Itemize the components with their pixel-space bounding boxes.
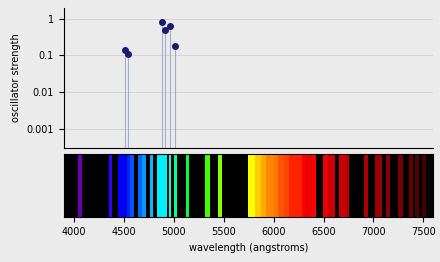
Bar (301, 154, 304, 217)
Bar (419, 154, 422, 217)
Bar (248, 154, 255, 217)
Bar (109, 154, 112, 217)
Bar (126, 154, 127, 217)
Bar (189, 154, 205, 217)
Bar (169, 154, 171, 217)
Y-axis label: oscillator strength: oscillator strength (11, 34, 21, 122)
Bar (378, 154, 382, 217)
Bar (94, 154, 99, 217)
Bar (157, 154, 167, 217)
Bar (209, 154, 218, 217)
Bar (174, 154, 177, 217)
Bar (167, 154, 169, 217)
Bar (315, 154, 323, 217)
Bar (142, 154, 146, 217)
Bar (338, 154, 345, 217)
Bar (415, 154, 419, 217)
Bar (205, 154, 209, 217)
Bar (312, 154, 315, 217)
Bar (150, 154, 153, 217)
Bar (82, 154, 94, 217)
Bar (124, 154, 126, 217)
X-axis label: wavelength (angstroms): wavelength (angstroms) (189, 243, 308, 253)
Bar (64, 154, 78, 217)
Bar (266, 154, 274, 217)
Bar (382, 154, 386, 217)
Bar (260, 154, 266, 217)
Bar (422, 154, 426, 217)
Bar (426, 154, 433, 217)
Bar (413, 154, 415, 217)
Bar (323, 154, 327, 217)
Bar (153, 154, 157, 217)
Bar (304, 154, 312, 217)
Bar (386, 154, 390, 217)
Bar (218, 154, 222, 217)
Bar (349, 154, 364, 217)
Bar (138, 154, 142, 217)
Bar (130, 154, 134, 217)
Bar (390, 154, 399, 217)
Bar (177, 154, 186, 217)
Bar (112, 154, 116, 217)
Bar (222, 154, 248, 217)
Bar (345, 154, 349, 217)
Bar (127, 154, 130, 217)
Bar (116, 154, 118, 217)
Bar (327, 154, 334, 217)
Bar (375, 154, 378, 217)
Bar (368, 154, 375, 217)
Bar (399, 154, 403, 217)
Bar (409, 154, 413, 217)
Bar (186, 154, 189, 217)
Bar (78, 154, 82, 217)
Bar (334, 154, 338, 217)
Bar (255, 154, 260, 217)
Bar (146, 154, 150, 217)
Bar (134, 154, 138, 217)
Bar (278, 154, 283, 217)
Bar (364, 154, 368, 217)
Bar (289, 154, 301, 217)
Bar (274, 154, 278, 217)
Bar (171, 154, 174, 217)
Bar (403, 154, 409, 217)
Bar (283, 154, 289, 217)
Bar (118, 154, 124, 217)
